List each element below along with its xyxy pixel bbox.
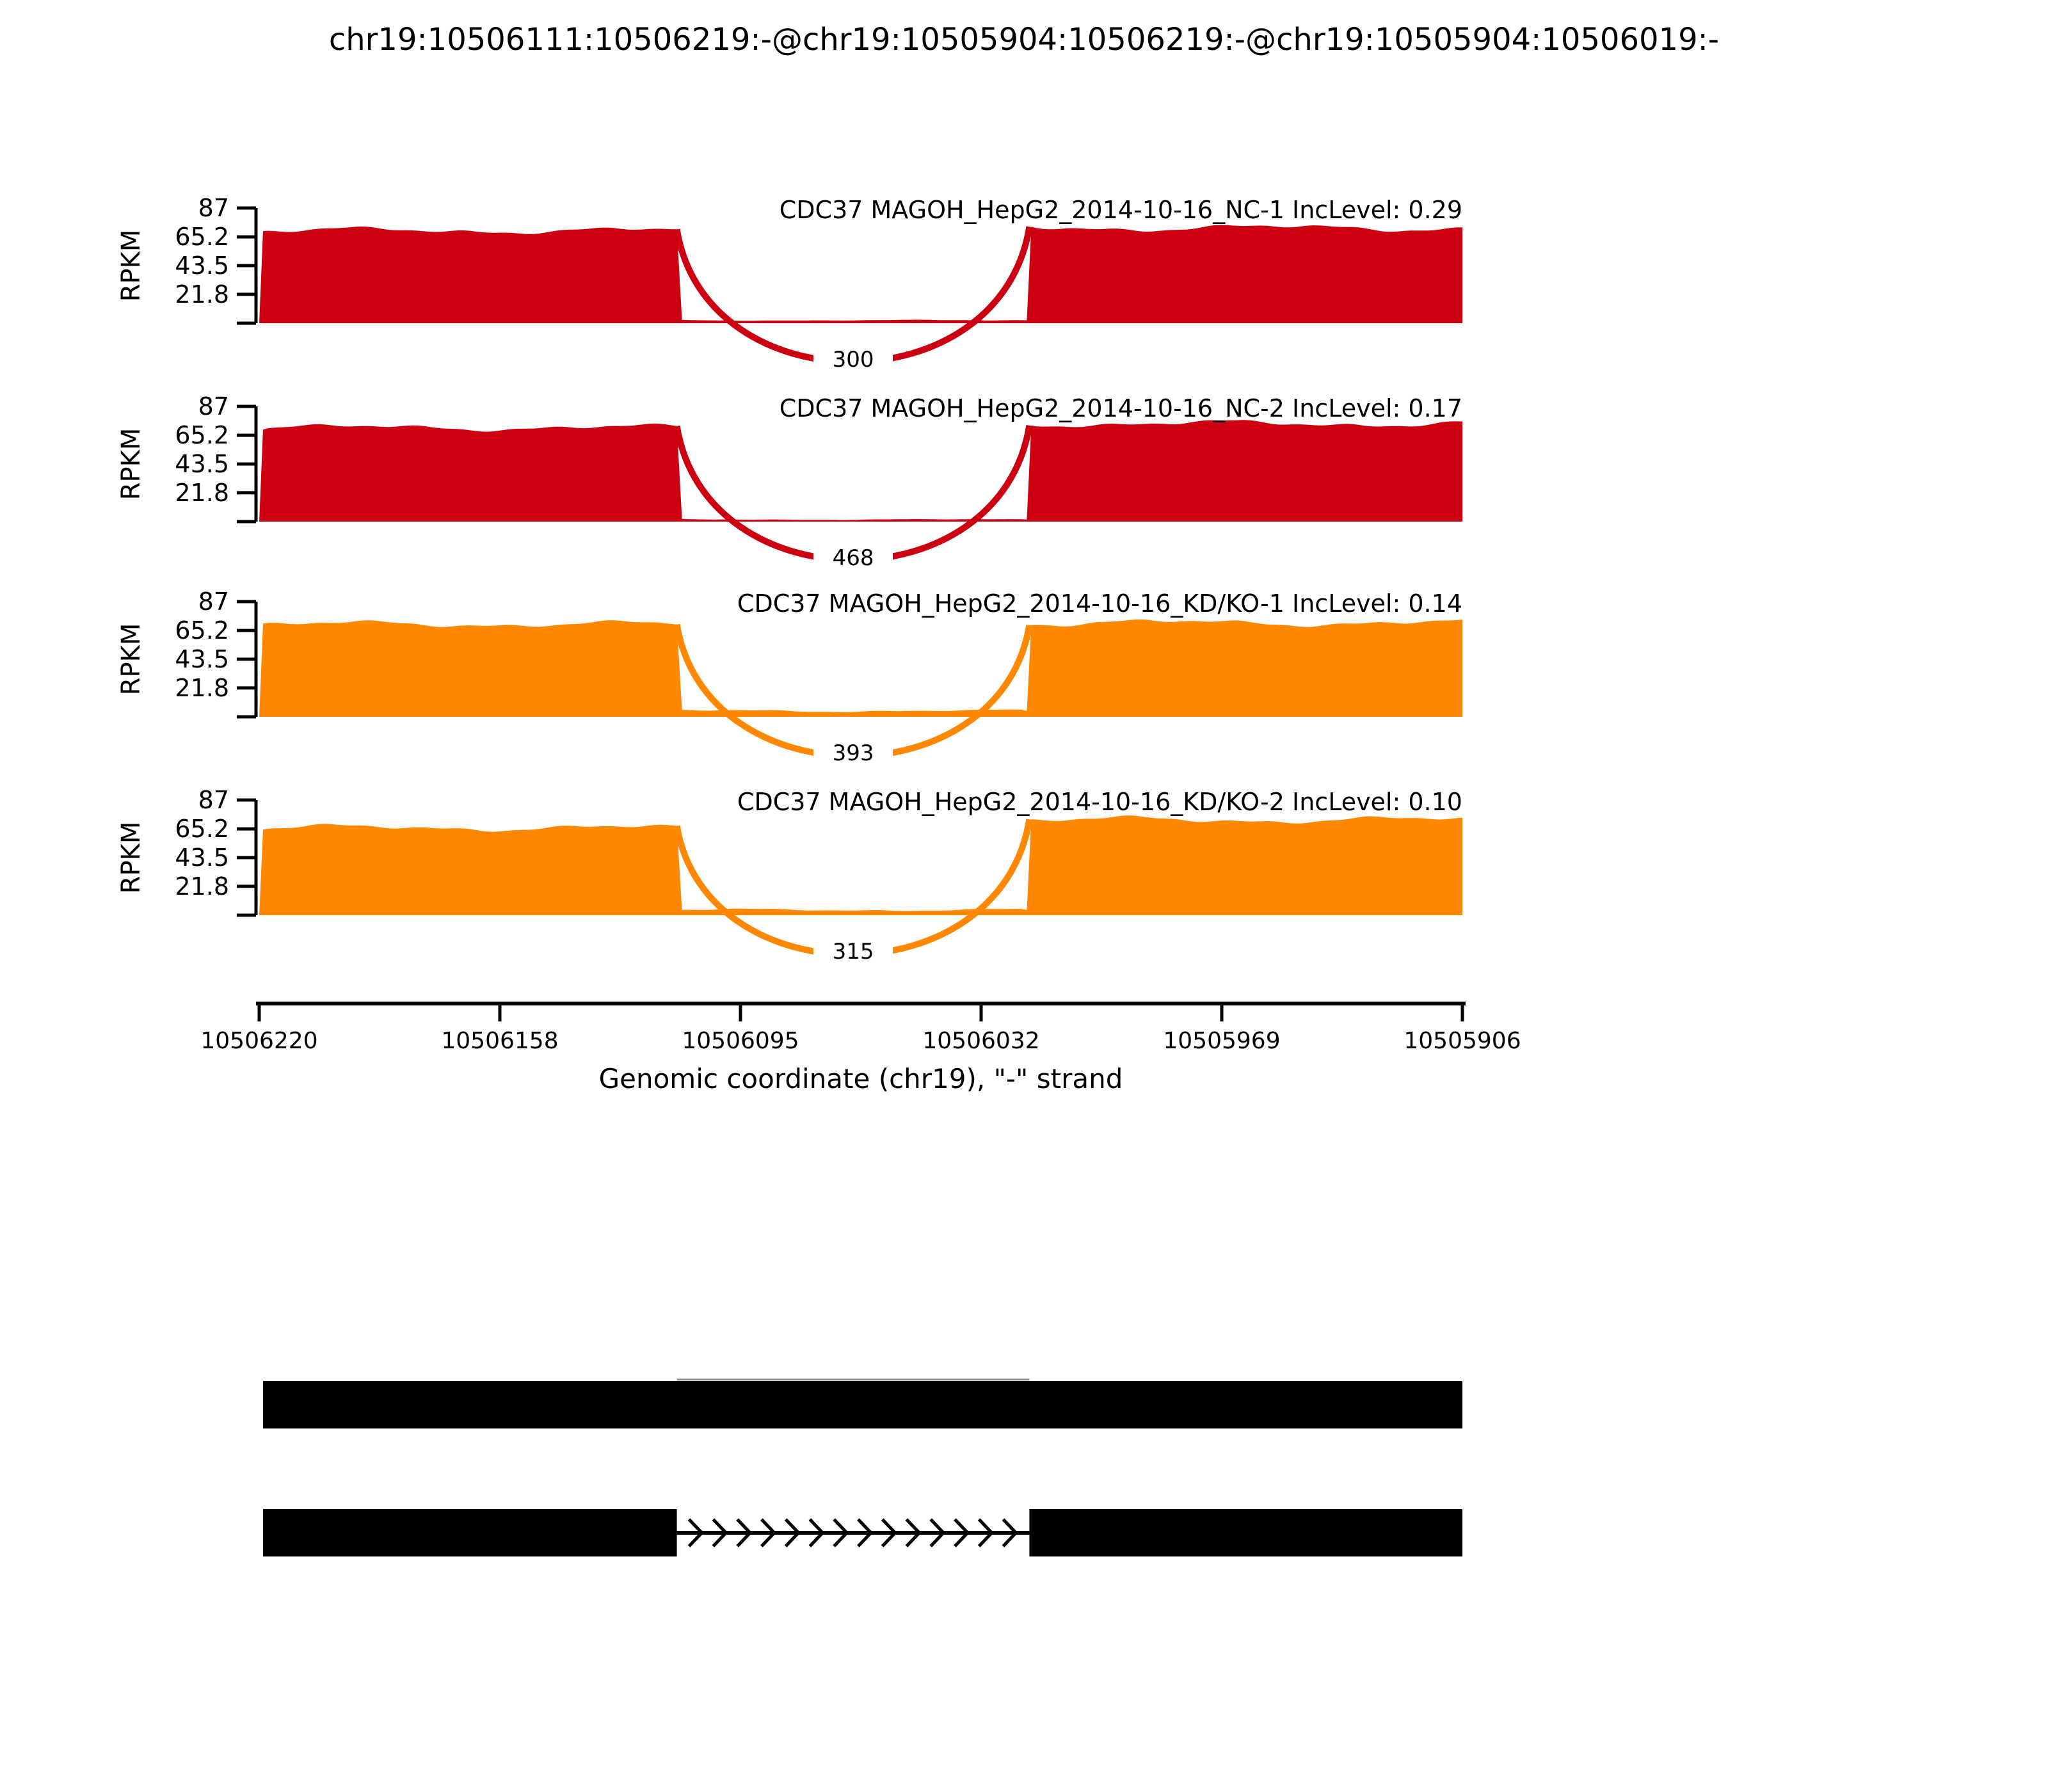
x-axis-title: Genomic coordinate (chr19), "-" strand xyxy=(599,1063,1123,1094)
track-label-2: CDC37 MAGOH_HepG2_2014-10-16_NC-2 IncLev… xyxy=(780,394,1462,422)
y-tick-label: 43.5 xyxy=(175,450,229,478)
strand-arrow-icon xyxy=(905,1518,922,1548)
coverage-area-1 xyxy=(259,225,1462,323)
coverage-area-2 xyxy=(259,420,1462,522)
exon-block xyxy=(262,1509,677,1556)
track-label-3: CDC37 MAGOH_HepG2_2014-10-16_KD/KO-1 Inc… xyxy=(737,589,1462,618)
y-axis-title: RPKM xyxy=(116,230,146,302)
x-tick-label: 10506158 xyxy=(441,1028,558,1054)
junction-count-gap-2 xyxy=(813,540,893,574)
y-tick-label: 65.2 xyxy=(175,815,229,843)
x-tick-label: 10506032 xyxy=(922,1028,1039,1054)
strand-arrow-icon xyxy=(1002,1518,1018,1548)
y-tick-label: 87 xyxy=(198,194,229,222)
y-tick-label: 43.5 xyxy=(175,252,229,280)
strand-arrow-icon xyxy=(857,1518,874,1548)
y-tick-label: 21.8 xyxy=(175,674,229,702)
strand-arrow-icon xyxy=(687,1518,705,1548)
junction-count-label-2: 468 xyxy=(833,545,874,571)
junction-count-label-3: 393 xyxy=(833,740,874,766)
transcript-diagram xyxy=(262,1379,1462,1556)
y-tick-label: 43.5 xyxy=(175,645,229,673)
strand-arrow-icon xyxy=(929,1518,946,1548)
track-label-4: CDC37 MAGOH_HepG2_2014-10-16_KD/KO-2 Inc… xyxy=(737,788,1462,816)
transcript-2 xyxy=(262,1509,1462,1556)
x-tick-label: 10505906 xyxy=(1404,1028,1521,1054)
strand-arrow-icon xyxy=(784,1518,801,1548)
y-axis-title: RPKM xyxy=(116,623,146,696)
alt-region-marker xyxy=(676,1379,1030,1380)
y-tick-label: 65.2 xyxy=(175,616,229,644)
strand-arrow-icon xyxy=(833,1518,849,1548)
y-tick-label: 87 xyxy=(198,786,229,814)
coverage-area-3 xyxy=(259,619,1462,717)
transcript-1 xyxy=(262,1379,1462,1428)
strand-arrow-icon xyxy=(712,1518,728,1548)
strand-arrow-icon xyxy=(808,1518,825,1548)
x-tick-label: 10506220 xyxy=(200,1028,317,1054)
track-label-1: CDC37 MAGOH_HepG2_2014-10-16_NC-1 IncLev… xyxy=(780,196,1462,224)
y-tick-label: 87 xyxy=(198,392,229,420)
exon-block xyxy=(262,1381,1462,1428)
y-tick-label: 65.2 xyxy=(175,223,229,251)
x-tick-label: 10506095 xyxy=(682,1028,799,1054)
coverage-area-4 xyxy=(259,815,1462,915)
junction-count-gap-1 xyxy=(813,341,893,376)
y-tick-label: 65.2 xyxy=(175,421,229,449)
y-tick-label: 21.8 xyxy=(175,479,229,507)
y-axis-title: RPKM xyxy=(116,428,146,500)
strand-arrow-icon xyxy=(736,1518,753,1548)
x-axis: 10506220 10506158 10506095 10506032 10505969… xyxy=(200,1002,1521,1094)
strand-arrow-icon xyxy=(760,1518,777,1548)
exon-block xyxy=(1029,1509,1462,1556)
strand-arrow-icon xyxy=(881,1518,898,1548)
x-tick-label: 10505969 xyxy=(1163,1028,1280,1054)
plot-title: chr19:10506111:10506219:-@chr19:10505904… xyxy=(328,22,1720,58)
junction-count-gap-4 xyxy=(813,933,893,968)
y-tick-label: 21.8 xyxy=(175,872,229,900)
y-tick-label: 43.5 xyxy=(175,844,229,872)
y-tick-label: 21.8 xyxy=(175,280,229,308)
junction-count-label-1: 300 xyxy=(833,347,874,372)
y-axis-title: RPKM xyxy=(116,822,146,894)
strand-arrow-icon xyxy=(977,1518,995,1548)
junction-count-gap-3 xyxy=(813,735,893,769)
strand-arrow-icon xyxy=(954,1518,970,1548)
y-tick-label: 87 xyxy=(198,588,229,616)
junction-count-label-4: 315 xyxy=(833,939,874,964)
